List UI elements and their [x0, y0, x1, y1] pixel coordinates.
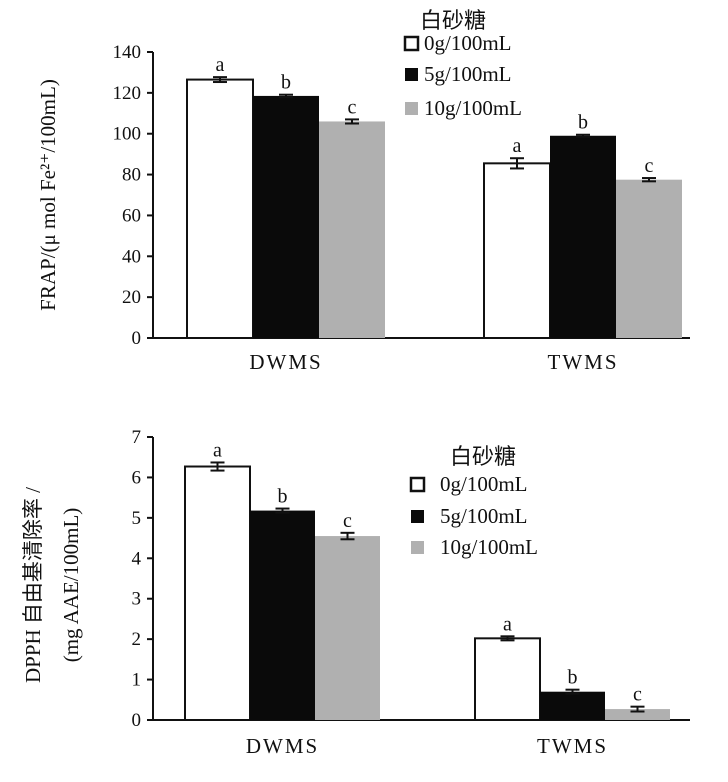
legend-swatch — [411, 510, 424, 523]
legend-swatch — [405, 68, 418, 81]
bar-twms-5g100mL — [540, 691, 605, 720]
y-tick-label: 3 — [132, 589, 142, 610]
bar-twms-5g100mL — [550, 135, 616, 338]
significance-letter: b — [578, 112, 588, 134]
y-axis-label-line1: DPPH 自由基清除率 / — [21, 487, 45, 683]
y-tick-label: 0 — [132, 710, 142, 731]
legend-label: 10g/100mL — [440, 535, 538, 559]
significance-letter: b — [568, 667, 578, 689]
bar-twms-10g100mL — [605, 709, 670, 720]
x-category-label: TWMS — [537, 734, 608, 758]
y-tick-label: 100 — [113, 124, 142, 145]
chart-2: 0 1 2 3 4 5 6 7 DPPH 自由基清除率 / (mg AAE/100mL) a b c DW… — [21, 427, 690, 758]
legend-label: 10g/100mL — [424, 96, 522, 120]
bar-dwms-10g100mL — [315, 536, 380, 720]
y-tick-label: 7 — [132, 427, 142, 448]
y-tick-label: 0 — [132, 328, 142, 349]
legend-title: 白砂糖 — [420, 9, 486, 34]
significance-letter: c — [645, 155, 654, 177]
y-axis-label: FRAP/(μ mol Fe²⁺/100mL) — [36, 79, 60, 311]
legend-title: 白砂糖 — [450, 445, 516, 470]
y-tick-label: 1 — [132, 670, 142, 691]
x-category-label: DWMS — [249, 350, 322, 374]
bar-dwms-5g100mL — [250, 510, 315, 720]
significance-letter: a — [503, 613, 512, 635]
y-tick-label: 120 — [113, 83, 142, 104]
bar-dwms-10g100mL — [319, 121, 385, 338]
significance-letter: a — [216, 54, 225, 76]
legend-label: 5g/100mL — [424, 62, 512, 86]
significance-letter: c — [343, 510, 352, 532]
bar-twms-0g100mL — [483, 162, 551, 339]
significance-letter: b — [278, 486, 288, 508]
y-tick-label: 4 — [132, 548, 142, 569]
bar-dwms-0g100mL — [184, 465, 251, 721]
y-tick-label: 2 — [132, 629, 142, 650]
significance-letter: b — [281, 72, 291, 94]
y-tick-label: 140 — [113, 42, 142, 63]
legend-label: 0g/100mL — [424, 31, 512, 55]
y-tick-label: 5 — [132, 508, 142, 529]
y-tick-label: 6 — [132, 467, 142, 488]
legend-label: 5g/100mL — [440, 504, 528, 528]
bar-dwms-0g100mL — [186, 78, 254, 339]
y-tick-label: 60 — [122, 205, 141, 226]
legend-label: 0g/100mL — [440, 472, 528, 496]
bar-twms-10g100mL — [616, 179, 682, 338]
x-category-label: DWMS — [246, 734, 319, 758]
legend-swatch — [403, 35, 420, 52]
significance-letter: c — [633, 684, 642, 706]
significance-letter: c — [348, 96, 357, 118]
legend-swatch — [411, 541, 424, 554]
y-tick-label: 20 — [122, 287, 141, 308]
y-tick-label: 80 — [122, 165, 141, 186]
y-tick-label: 40 — [122, 246, 141, 267]
significance-letter: a — [213, 439, 222, 461]
significance-letter: a — [513, 135, 522, 157]
bar-dwms-5g100mL — [253, 95, 319, 339]
x-category-label: TWMS — [548, 350, 619, 374]
legend-swatch — [409, 476, 426, 493]
y-axis-label-line2: (mg AAE/100mL) — [59, 508, 83, 663]
legend-swatch — [405, 102, 418, 115]
chart-1: 0 20 40 60 80 100 120 140 FRAP/(μ mol Fe²⁺/100mL… — [36, 9, 690, 374]
bar-twms-0g100mL — [474, 637, 541, 721]
